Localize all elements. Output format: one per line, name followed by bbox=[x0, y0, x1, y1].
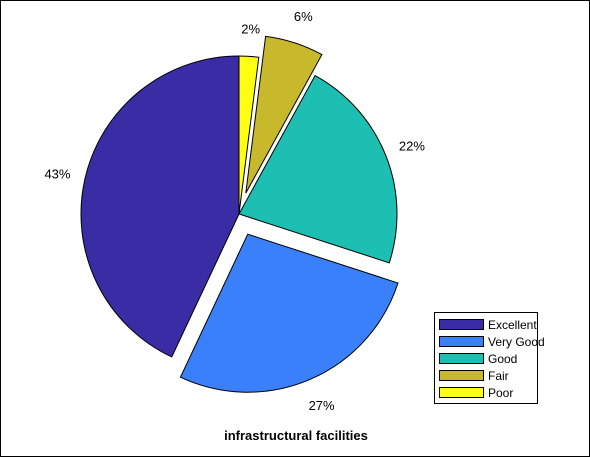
pie-label-poor: 2% bbox=[241, 21, 260, 36]
chart-title: infrastructural facilities bbox=[224, 428, 368, 443]
legend-label-good: Good bbox=[488, 351, 518, 366]
legend-item-fair: Fair bbox=[439, 367, 533, 384]
pie-slice-fair bbox=[245, 35, 323, 194]
legend-label-fair: Fair bbox=[488, 368, 509, 383]
legend-swatch-excellent bbox=[439, 319, 484, 330]
pie-label-excellent: 43% bbox=[44, 166, 70, 181]
pie-label-fair: 6% bbox=[294, 9, 313, 24]
pie-slice-good bbox=[238, 74, 398, 264]
pie-label-good: 22% bbox=[399, 139, 425, 154]
legend-label-excellent: Excellent bbox=[488, 317, 537, 332]
pie-slice-excellent bbox=[80, 55, 240, 358]
legend: Excellent Very Good Good Fair Poor bbox=[434, 312, 545, 404]
legend-item-poor: Poor bbox=[439, 384, 533, 401]
pie-slice-very-good bbox=[179, 233, 399, 393]
legend-swatch-poor bbox=[439, 387, 484, 398]
legend-item-good: Good bbox=[439, 350, 533, 367]
pie-label-very-good: 27% bbox=[309, 398, 335, 413]
legend-item-excellent: Excellent bbox=[439, 316, 537, 333]
legend-label-poor: Poor bbox=[488, 385, 514, 400]
legend-swatch-good bbox=[439, 353, 484, 364]
legend-swatch-very-good bbox=[439, 336, 484, 347]
legend-swatch-fair bbox=[439, 370, 484, 381]
legend-item-very-good: Very Good bbox=[439, 333, 545, 350]
legend-label-very-good: Very Good bbox=[488, 334, 545, 349]
